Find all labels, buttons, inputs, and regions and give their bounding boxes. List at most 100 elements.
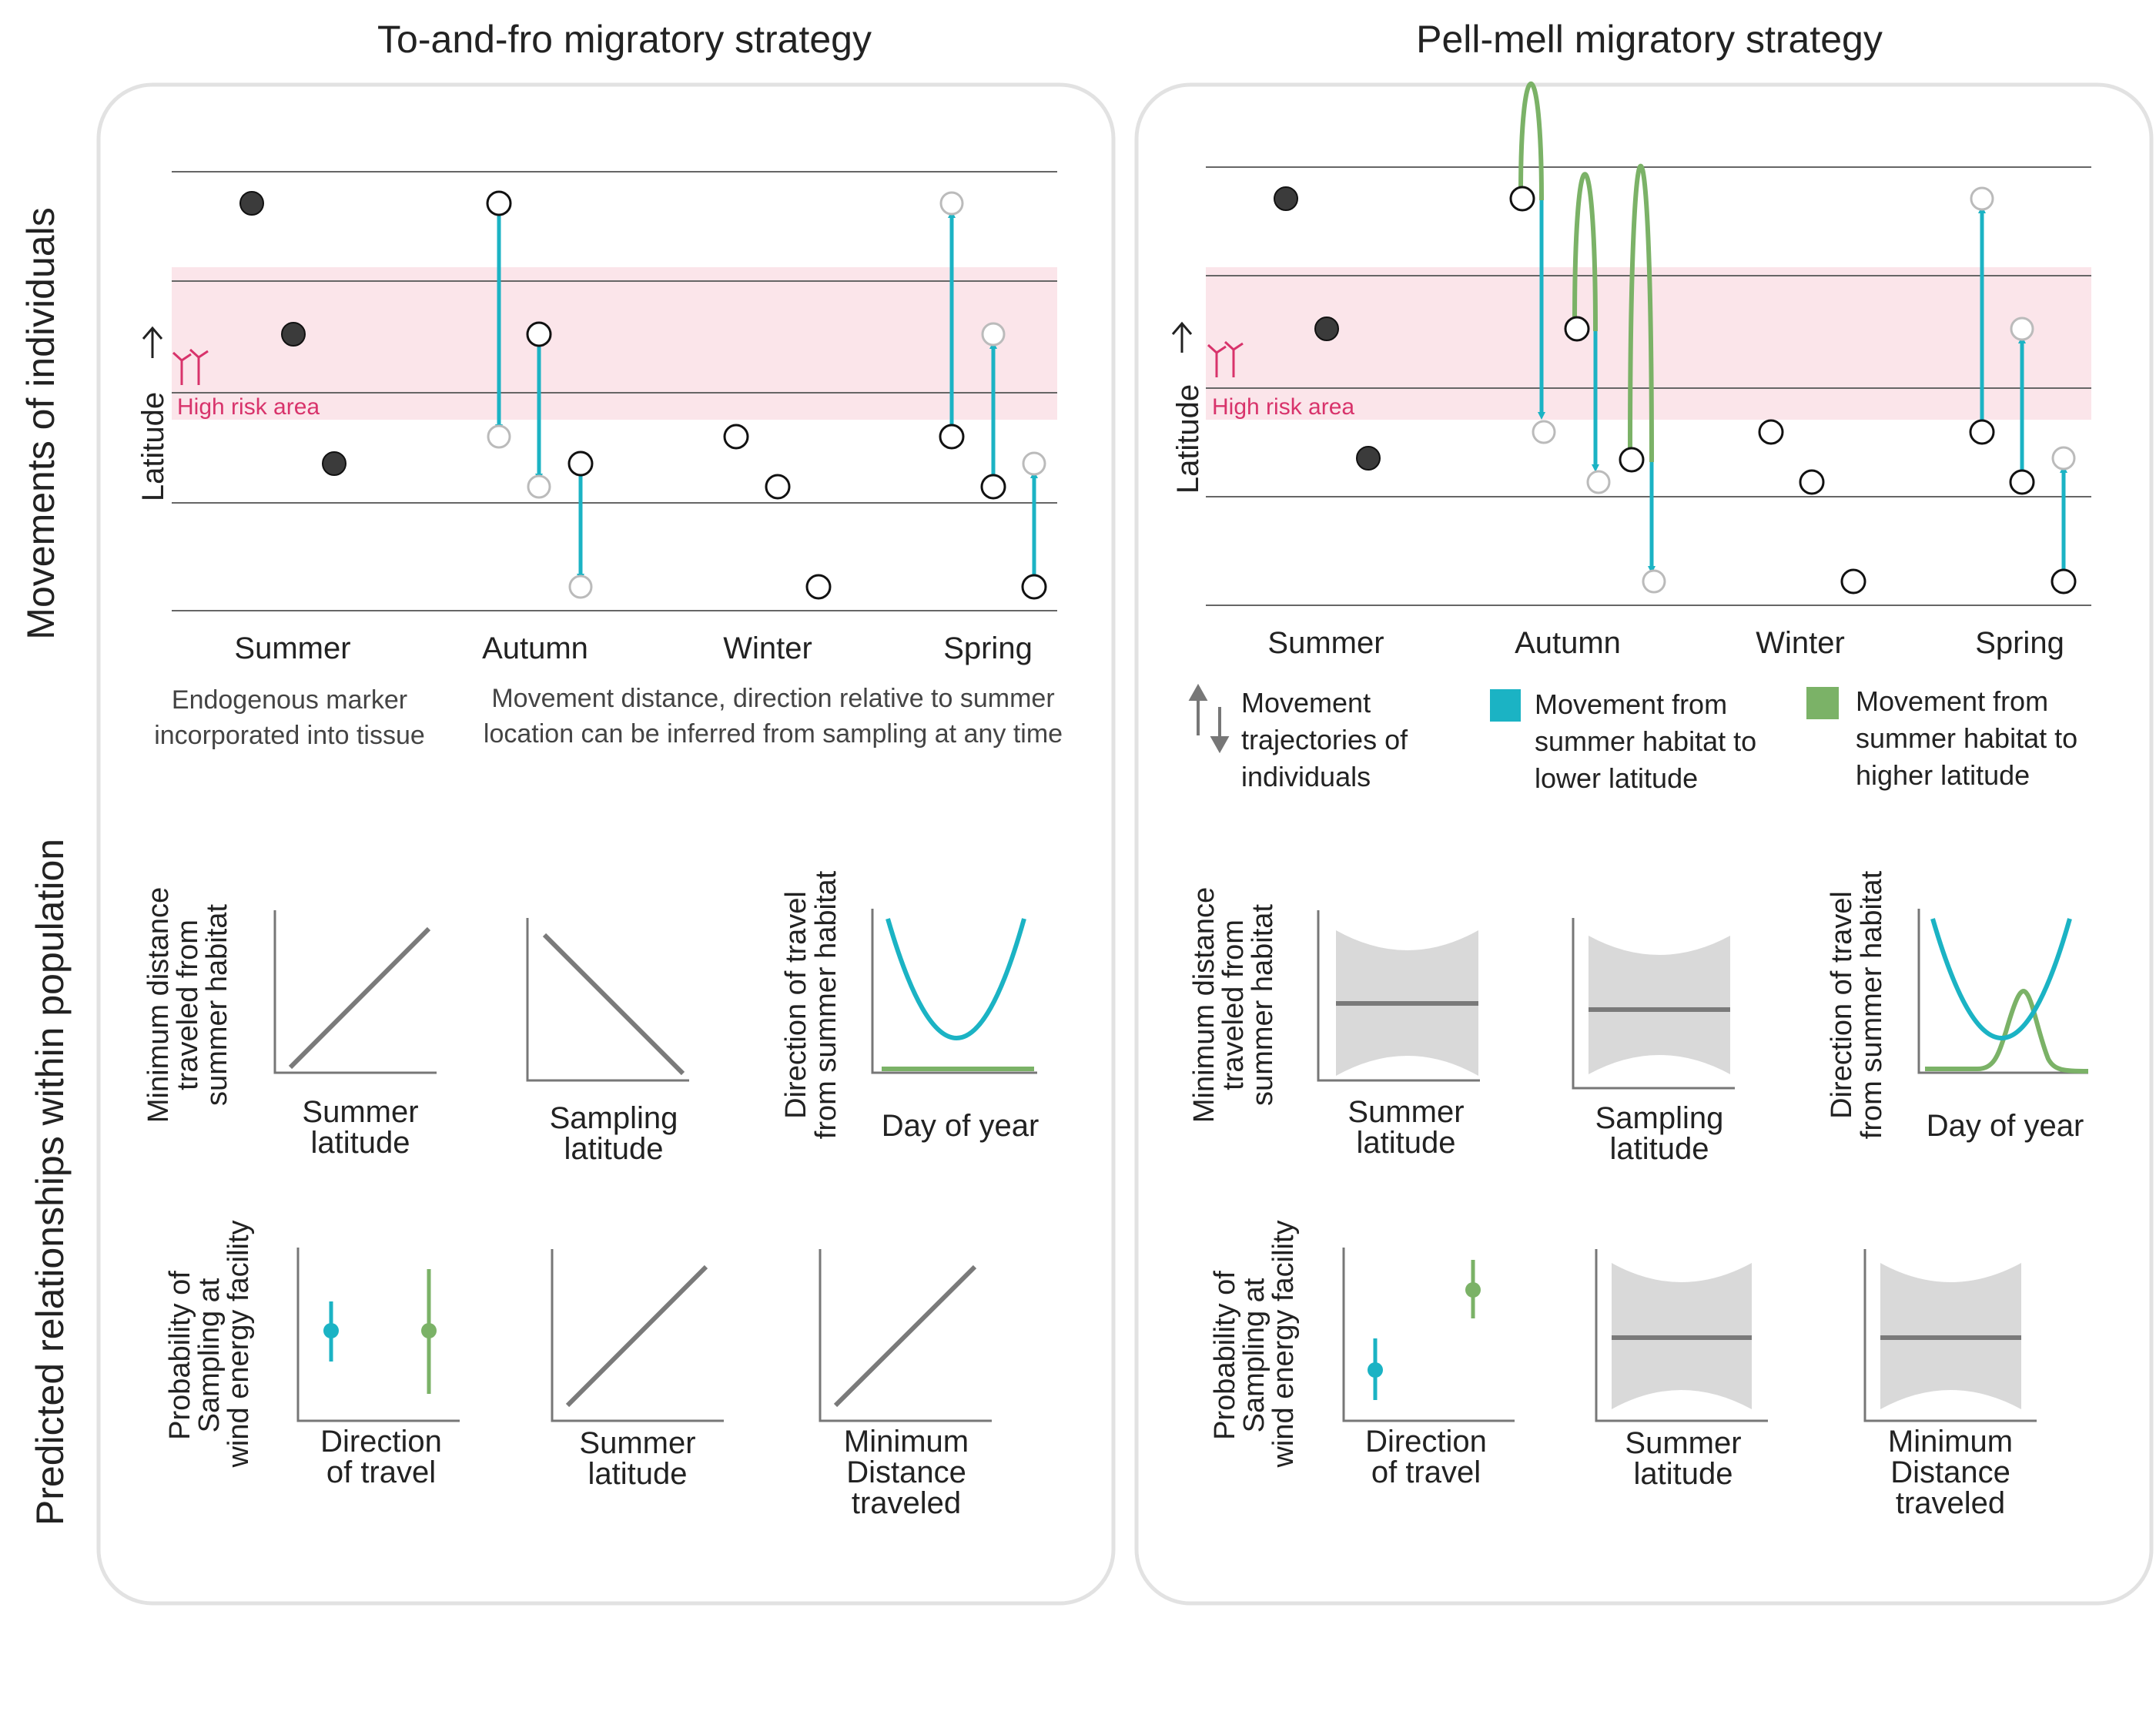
individual-dot: [805, 574, 832, 600]
latitude-label: Latitude: [136, 392, 170, 501]
individual-dot-faded: [527, 474, 551, 499]
axis-label: Sampling: [1595, 1101, 1724, 1135]
axis-label: Summer: [1625, 1426, 1741, 1460]
axis-label: latitude: [1610, 1132, 1709, 1166]
mini-plot-axes: [273, 910, 437, 1074]
trend-line: [288, 926, 431, 1070]
axis-label: latitude: [1357, 1126, 1456, 1160]
individual-dot: [2051, 568, 2077, 595]
axis-label: traveled from: [1217, 919, 1250, 1090]
latitude-label: Latitude: [1171, 384, 1205, 494]
individual-dot-faded: [1532, 420, 1556, 444]
individual-dot-faded: [1642, 569, 1666, 594]
axis-label: traveled: [852, 1486, 961, 1520]
axis-label: Sampling at: [193, 1278, 226, 1432]
direction-curve-lower: [886, 918, 1026, 1040]
individual-dot: [1969, 419, 1995, 445]
direction-curve-higher: [1925, 989, 2089, 1074]
axis-label: Summer: [1348, 1095, 1464, 1129]
mini-plot-axes: [526, 918, 689, 1082]
axis-label: from summer habitat: [1856, 870, 1888, 1139]
mini-plot-axes: [296, 1248, 460, 1422]
individual-dot: [1509, 186, 1535, 212]
left-predicted-plots: Minimum distance traveled from summer ha…: [142, 870, 1039, 1520]
season-label: Summer: [1267, 626, 1384, 660]
summer-individual-dot: [1314, 317, 1339, 341]
high-risk-band: [172, 267, 1057, 420]
summer-individual-dot: [1356, 446, 1381, 471]
mini-plot-axes: [1572, 918, 1735, 1090]
legend-swatch-lower: [1490, 689, 1521, 722]
individual-dot: [1021, 574, 1047, 600]
mini-plot-axes: [1863, 1249, 2037, 1422]
individual-dot-faded: [1970, 186, 1994, 211]
individual-dot: [1564, 316, 1590, 342]
individual-dot-faded: [939, 191, 964, 216]
movement-arc-higher: [1572, 172, 1598, 332]
axis-label: traveled: [1896, 1486, 2005, 1520]
right-movement-plot: Latitude High risk area: [1171, 81, 2091, 794]
legend-text: higher latitude: [1856, 759, 2030, 791]
season-label: Spring: [1975, 626, 2064, 660]
legend-text: summer habitat to: [1535, 725, 1756, 757]
axis-label: Distance: [1890, 1455, 2010, 1489]
axis-label: latitude: [564, 1132, 664, 1166]
legend-text: Movement from: [1535, 688, 1727, 720]
note-text: Endogenous marker: [172, 685, 407, 715]
mini-plot-axes: [1317, 910, 1480, 1082]
axis-label: summer habitat: [1247, 904, 1279, 1106]
season-label: Winter: [1756, 626, 1845, 660]
right-panel: [1134, 82, 2154, 1606]
arrow-up-icon: [1171, 321, 1193, 353]
individual-dot: [980, 474, 1006, 500]
high-risk-label: High risk area: [1212, 394, 1354, 420]
legend-text: individuals: [1241, 761, 1371, 792]
individual-dot-faded: [568, 574, 593, 599]
note-text: incorporated into tissue: [154, 721, 425, 750]
summer-individual-dot: [239, 191, 264, 216]
axis-label: Minimum distance: [1188, 887, 1220, 1123]
legend-swatch-higher: [1806, 687, 1839, 719]
season-label: Winter: [723, 631, 812, 665]
axis-label: Sampling at: [1238, 1278, 1270, 1432]
mini-plot-axes: [1595, 1249, 1768, 1422]
axis-label: wind energy facility: [223, 1220, 255, 1468]
mini-plot-axes: [871, 909, 1037, 1074]
axis-label: Day of year: [882, 1109, 1040, 1143]
uncertainty-band: [1589, 936, 1730, 1074]
individual-dot: [486, 190, 512, 216]
row-label-movements: Movements of individuals: [19, 207, 62, 639]
individual-dot-faded: [1022, 451, 1046, 476]
estimate-point-lower: [323, 1323, 339, 1338]
row-label-predicted: Predicted relationships within populatio…: [28, 839, 72, 1526]
arrow-up-icon: [142, 326, 163, 358]
left-panel-title: To-and-fro migratory strategy: [377, 18, 872, 61]
movement-arc-higher: [1628, 163, 1654, 463]
legend-text: summer habitat to: [1856, 722, 2077, 754]
legend-text: trajectories of: [1241, 724, 1408, 755]
note-text: Movement distance, direction relative to…: [491, 684, 1054, 713]
axis-label: wind energy facility: [1267, 1220, 1300, 1468]
axis-label: summer habitat: [201, 904, 233, 1106]
axis-label: of travel: [326, 1455, 436, 1489]
axis-label: Direction of travel: [780, 891, 812, 1119]
summer-individual-dot: [322, 451, 346, 476]
movement-arc-higher: [1518, 81, 1544, 201]
season-label: Summer: [234, 631, 350, 665]
axis-label: latitude: [1634, 1457, 1733, 1491]
mini-plot-axes: [1342, 1248, 1515, 1422]
individual-dot: [526, 321, 552, 347]
individual-dot: [939, 424, 965, 450]
mini-plot-axes: [819, 1249, 992, 1422]
legend-text: Movement: [1241, 687, 1371, 718]
individual-dot-faded: [487, 424, 511, 449]
trend-line: [833, 1264, 977, 1408]
summer-individual-dot: [1274, 186, 1298, 211]
individual-dot: [1799, 469, 1825, 495]
axis-label: Probability of: [164, 1271, 196, 1440]
individual-dot-faded: [2051, 446, 2076, 471]
individual-dot: [723, 424, 749, 450]
axis-label: Distance: [846, 1455, 966, 1489]
legend-text: lower latitude: [1535, 762, 1698, 794]
